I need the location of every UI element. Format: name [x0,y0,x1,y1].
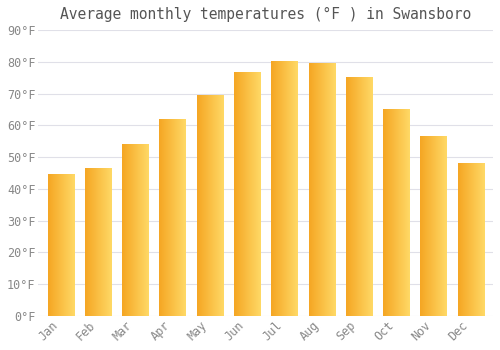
Bar [122,145,148,316]
Bar [234,73,260,316]
Bar [346,78,372,316]
Bar [85,168,111,316]
Bar [458,163,483,316]
Bar [196,95,223,316]
Bar [271,62,297,316]
Bar [383,110,409,316]
Title: Average monthly temperatures (°F ) in Swansboro: Average monthly temperatures (°F ) in Sw… [60,7,472,22]
Bar [420,136,446,316]
Bar [160,119,186,316]
Bar [48,175,74,316]
Bar [308,63,334,316]
